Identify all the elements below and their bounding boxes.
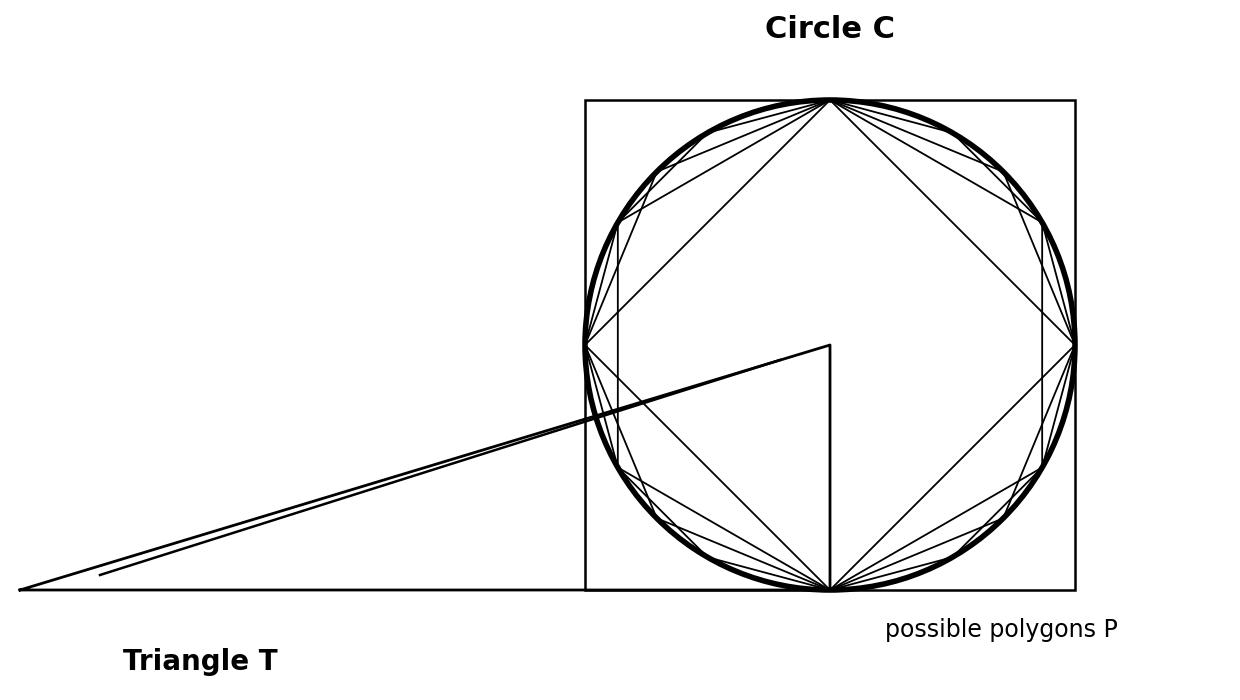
Text: possible polygons P: possible polygons P: [885, 618, 1117, 642]
Bar: [585, 100, 1075, 590]
Text: Triangle T: Triangle T: [123, 648, 278, 676]
Text: Circle C: Circle C: [765, 15, 895, 45]
